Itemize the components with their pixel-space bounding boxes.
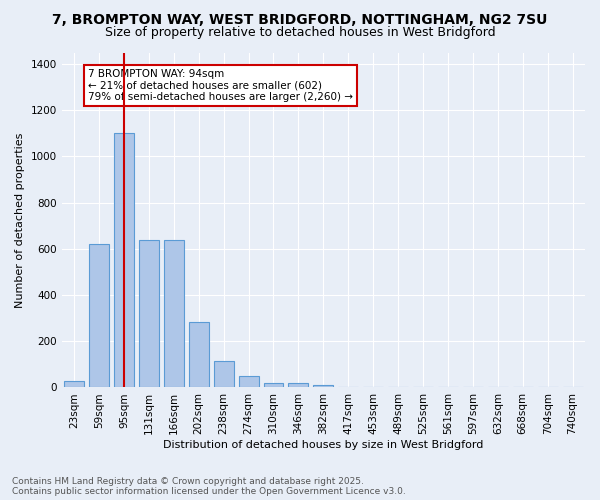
Text: Size of property relative to detached houses in West Bridgford: Size of property relative to detached ho… <box>104 26 496 39</box>
Bar <box>263 383 283 388</box>
Bar <box>289 383 308 388</box>
Bar <box>189 322 209 388</box>
Bar <box>214 361 233 388</box>
Bar <box>239 376 259 388</box>
Text: 7, BROMPTON WAY, WEST BRIDGFORD, NOTTINGHAM, NG2 7SU: 7, BROMPTON WAY, WEST BRIDGFORD, NOTTING… <box>52 12 548 26</box>
Bar <box>114 134 134 388</box>
Text: Contains HM Land Registry data © Crown copyright and database right 2025.
Contai: Contains HM Land Registry data © Crown c… <box>12 476 406 496</box>
Bar <box>164 240 184 388</box>
Bar <box>89 244 109 388</box>
X-axis label: Distribution of detached houses by size in West Bridgford: Distribution of detached houses by size … <box>163 440 484 450</box>
Bar <box>139 240 159 388</box>
Text: 7 BROMPTON WAY: 94sqm
← 21% of detached houses are smaller (602)
79% of semi-det: 7 BROMPTON WAY: 94sqm ← 21% of detached … <box>88 68 353 102</box>
Y-axis label: Number of detached properties: Number of detached properties <box>15 132 25 308</box>
Bar <box>313 384 334 388</box>
Bar <box>64 381 84 388</box>
